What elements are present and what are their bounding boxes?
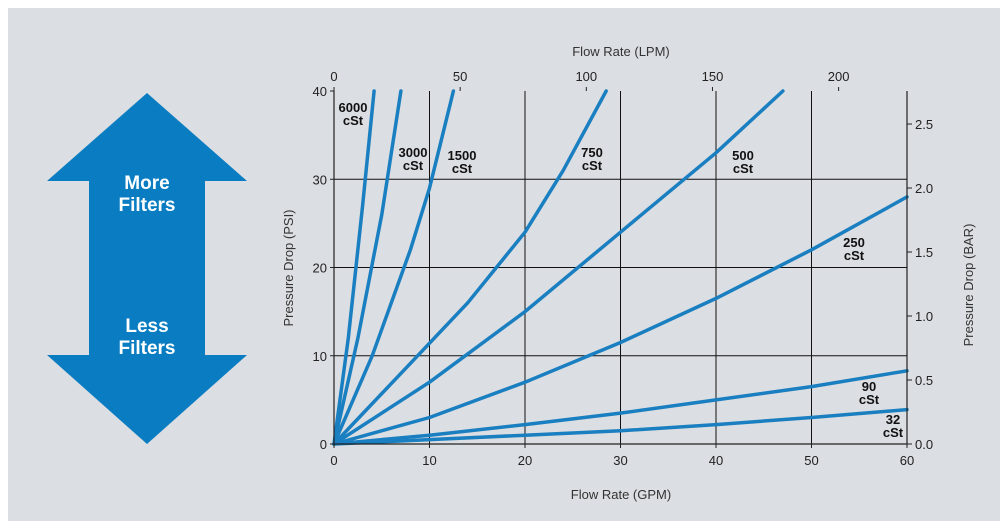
- more-filters-label: More Filters: [92, 173, 202, 217]
- curve-label-90-value: 90: [862, 379, 876, 394]
- y-tick-label: 30: [313, 172, 327, 187]
- x-tick-label: 30: [613, 453, 627, 468]
- x-tick-label: 50: [804, 453, 818, 468]
- curve-label-1500-unit: cSt: [452, 161, 473, 176]
- curve-label-500-value: 500: [732, 148, 754, 163]
- curve-1500-cst: [332, 89, 456, 446]
- filters-label-top: Filters: [118, 195, 176, 216]
- curve-label-500-unit: cSt: [733, 161, 754, 176]
- curve-labels: 6000cSt3000cSt1500cSt750cSt500cSt250cSt9…: [339, 100, 904, 440]
- x-tick-label: 0: [330, 453, 337, 468]
- x-tick-label: 40: [709, 453, 723, 468]
- x-tick-label: 10: [422, 453, 436, 468]
- curve-label-250-unit: cSt: [844, 248, 865, 263]
- more-less-filters-arrow: [47, 93, 247, 444]
- curve-label-32-unit: cSt: [883, 425, 904, 440]
- curves: [332, 89, 909, 446]
- y2-tick-label: 2.5: [915, 117, 933, 132]
- curve-label-1500-value: 1500: [448, 148, 477, 163]
- curve-3000-cst: [332, 89, 403, 446]
- filters-label-bottom: Filters: [118, 338, 176, 359]
- curve-500-cst: [332, 89, 785, 446]
- curve-label-250-value: 250: [843, 235, 865, 250]
- x-axis-title: Flow Rate (GPM): [571, 487, 671, 502]
- curve-250-cst: [332, 195, 909, 446]
- y2-tick-label: 1.0: [915, 309, 933, 324]
- y2-tick-label: 0.0: [915, 437, 933, 452]
- curve-label-3000-value: 3000: [399, 145, 428, 160]
- curve-6000-cst: [332, 89, 376, 446]
- y-tick-label: 0: [320, 437, 327, 452]
- y2-tick-label: 2.0: [915, 181, 933, 196]
- y2-axis-title: Pressure Drop (BAR): [961, 224, 976, 347]
- x2-tick-label: 150: [702, 69, 724, 84]
- curve-label-6000-unit: cSt: [343, 113, 364, 128]
- more-label: More: [124, 173, 170, 194]
- gridlines: [334, 91, 907, 444]
- x2-tick-label: 50: [453, 69, 467, 84]
- curve-label-32-value: 32: [886, 412, 900, 427]
- x2-tick-label: 200: [828, 69, 850, 84]
- curve-label-750-value: 750: [581, 145, 603, 160]
- y-tick-label: 10: [313, 349, 327, 364]
- y2-tick-label: 0.5: [915, 373, 933, 388]
- x2-tick-label: 100: [575, 69, 597, 84]
- curve-label-6000-value: 6000: [339, 100, 368, 115]
- curve-label-90-unit: cSt: [859, 392, 880, 407]
- y-tick-label: 20: [313, 261, 327, 276]
- x-tick-label: 60: [900, 453, 914, 468]
- x2-tick-label: 0: [330, 69, 337, 84]
- curve-label-750-unit: cSt: [582, 158, 603, 173]
- y-axis-title: Pressure Drop (PSI): [281, 209, 296, 326]
- x-tick-label: 20: [518, 453, 532, 468]
- y-tick-label: 40: [313, 84, 327, 99]
- curve-32-cst: [332, 407, 909, 446]
- curve-90-cst: [332, 369, 909, 446]
- x2-axis-title: Flow Rate (LPM): [572, 44, 670, 59]
- curve-750-cst: [332, 89, 608, 446]
- less-label: Less: [125, 316, 169, 337]
- curve-label-3000-unit: cSt: [403, 158, 424, 173]
- less-filters-label: Less Filters: [92, 316, 202, 360]
- y2-tick-label: 1.5: [915, 245, 933, 260]
